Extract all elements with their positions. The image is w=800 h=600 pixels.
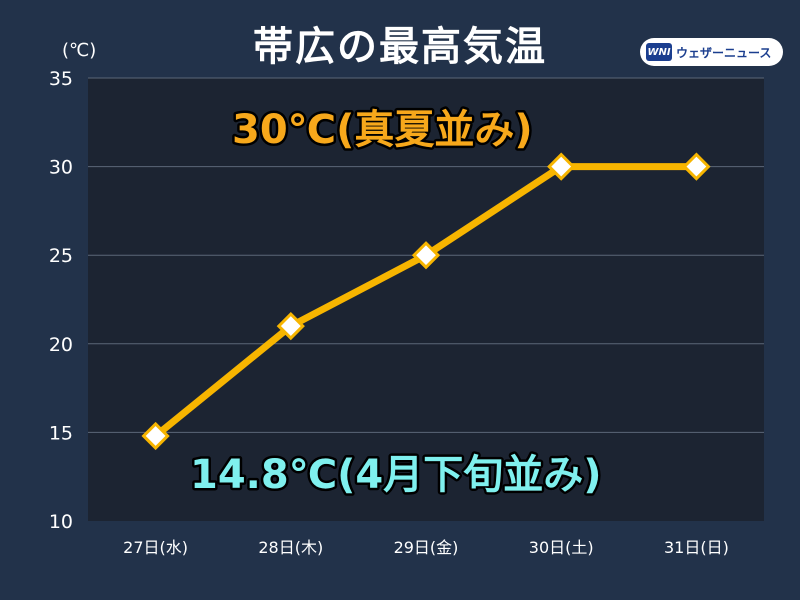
plot-area [88, 78, 764, 521]
data-point-2 [411, 241, 441, 270]
y-tick-label-30: 30 [49, 157, 73, 179]
y-tick-label-10: 10 [49, 511, 73, 533]
x-tick-label-1: 28日(木) [258, 538, 323, 557]
x-axis-ticks: 27日(水) 28日(木) 29日(金) 30日(土) 31日(日) [123, 538, 729, 557]
x-tick-label-4: 31日(日) [664, 538, 729, 557]
data-markers [141, 152, 711, 451]
data-point-1 [276, 311, 305, 341]
weathernews-logo: WNI ウェザーニュース [640, 38, 783, 66]
y-axis-unit-label: (℃) [62, 40, 97, 61]
y-tick-label-35: 35 [49, 68, 73, 90]
weathernews-logo-icon: WNI [646, 43, 672, 61]
data-point-4 [682, 152, 711, 181]
y-axis-ticks: 10 15 20 25 30 35 [49, 68, 73, 533]
chart-title: 帯広の最高気温 [253, 24, 547, 70]
x-tick-label-0: 27日(水) [123, 538, 188, 557]
data-point-0 [141, 421, 170, 451]
data-point-3 [547, 152, 576, 181]
y-tick-label-15: 15 [49, 422, 73, 444]
x-tick-label-3: 30日(土) [529, 538, 594, 557]
x-tick-label-2: 29日(金) [394, 538, 459, 557]
y-tick-label-25: 25 [49, 245, 73, 267]
y-tick-label-20: 20 [49, 334, 73, 356]
weathernews-logo-text: ウェザーニュース [676, 45, 772, 60]
annotation-low: 14.8℃(4月下旬並み) [190, 452, 602, 498]
annotation-high: 30℃(真夏並み) [232, 107, 533, 153]
